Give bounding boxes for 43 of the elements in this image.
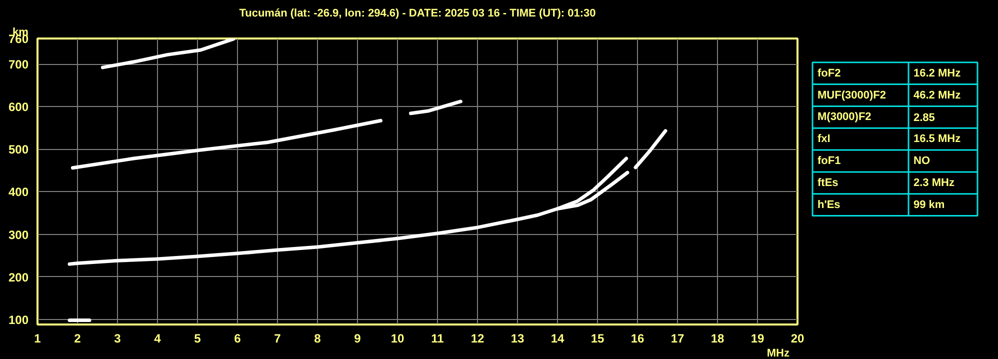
x-tick-label: 2: [74, 332, 82, 346]
text: 2.85: [914, 112, 935, 124]
x-tick-label: 8: [314, 332, 322, 346]
y-tick-label: 500: [8, 142, 29, 157]
y-tick-label: 700: [8, 58, 29, 72]
y-tick-label: 200: [8, 270, 29, 284]
x-tick-label: 4: [154, 332, 162, 346]
y-tick-label: 100: [8, 312, 29, 327]
x-tick-label: 10: [390, 332, 404, 346]
category-label: foF1: [818, 154, 841, 167]
x-tick-label: 18: [710, 332, 724, 346]
text: 99 km: [914, 198, 945, 211]
category-label: M(3000)F2: [818, 111, 872, 124]
x-tick-label: 15: [590, 332, 604, 346]
x-tick-label: 19: [750, 332, 764, 346]
x-tick-label: 1: [34, 332, 42, 346]
chart-title: Tucumán (lat: -26.9, lon: 294.6) - DATE: 2025 03 16 - TIME (UT): 01:30: [239, 8, 596, 20]
x-tick-label: 16: [630, 332, 644, 346]
x-tick-label: 14: [550, 332, 564, 346]
x-tick-label: 6: [234, 332, 242, 346]
category-label: h'Es: [818, 198, 840, 211]
text: 46.2 MHz: [914, 89, 961, 102]
category-label: ftEs: [818, 176, 838, 189]
x-tick-label: 7: [274, 332, 282, 346]
category-label: fxI: [818, 133, 830, 146]
x-tick-label: 12: [470, 332, 484, 346]
x-tick-label: 13: [510, 332, 524, 346]
x-tick-label: 5: [194, 332, 202, 346]
text: 16.5 MHz: [914, 133, 961, 146]
text: 16.2 MHz: [914, 67, 961, 80]
text: 2.3 MHz: [914, 176, 954, 189]
y-tick-label: 300: [8, 228, 29, 242]
x-axis-title: MHz: [766, 348, 790, 359]
x-tick-label: 17: [670, 332, 684, 346]
x-tick-label: 11: [431, 332, 444, 346]
y-tick-label: 600: [8, 100, 29, 114]
category-label: MUF(3000)F2: [818, 89, 886, 102]
x-tick-label: 3: [114, 332, 122, 346]
x-tick-label: 20: [790, 332, 804, 346]
text: NO: [914, 154, 930, 167]
y-tick-label: 400: [8, 185, 29, 200]
x-tick-label: 9: [354, 332, 362, 346]
category-label: foF2: [818, 67, 841, 80]
